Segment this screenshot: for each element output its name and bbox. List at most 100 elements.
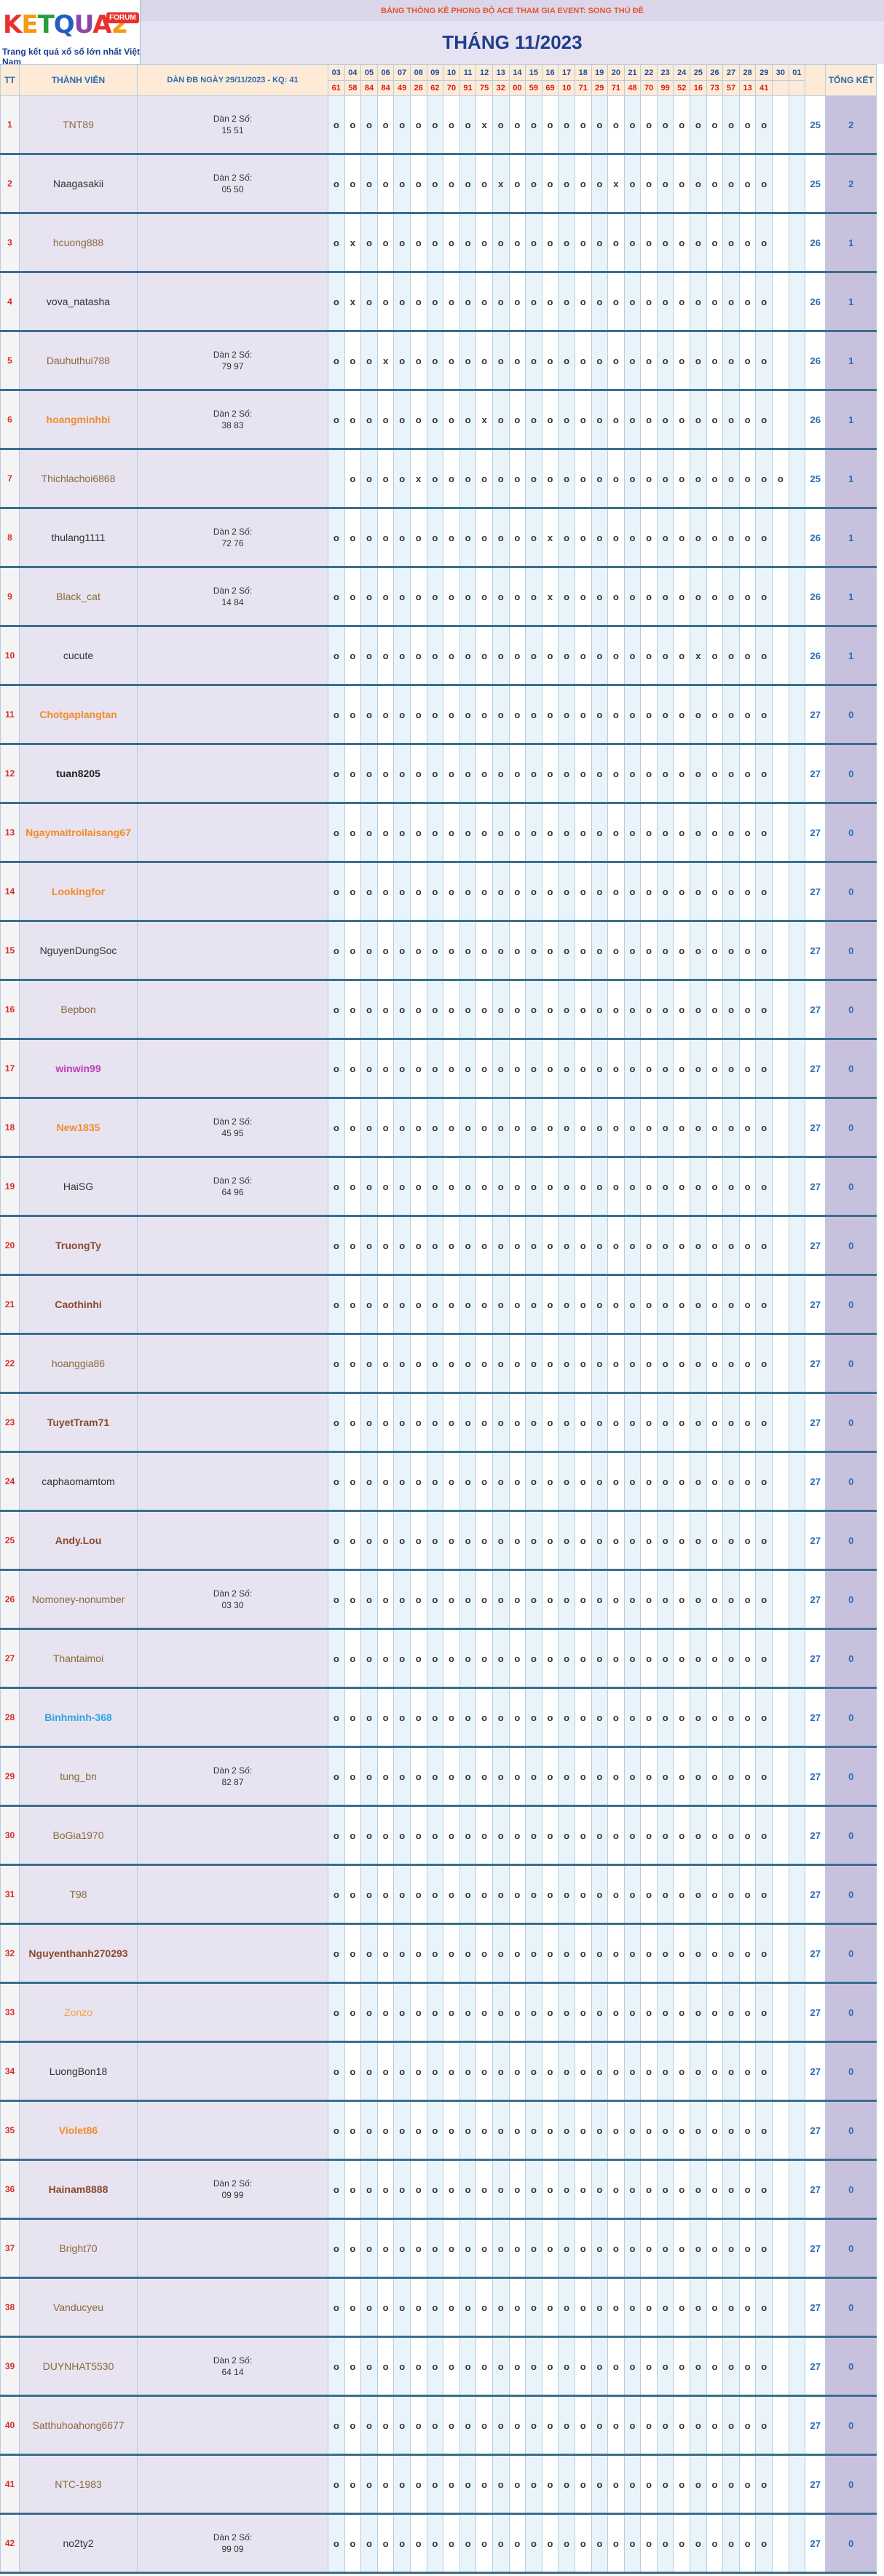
member-name[interactable]: cucute: [19, 626, 138, 686]
day-mark-cell: o: [738, 1687, 757, 1748]
day-mark-cell: o: [755, 1746, 773, 1807]
day-mark-cell: o: [623, 2336, 642, 2397]
day-mark-cell: o: [360, 1687, 378, 1748]
day-mark-cell: o: [673, 1216, 691, 1276]
day-mark-cell: o: [393, 2159, 411, 2220]
day-mark-cell: o: [673, 1746, 691, 1807]
day-mark-cell: o: [574, 213, 592, 273]
day-mark-cell: o: [459, 2395, 477, 2456]
day-header: 24: [673, 64, 691, 81]
member-name[interactable]: DUYNHAT5530: [19, 2336, 138, 2397]
member-name[interactable]: Vanducyeu: [19, 2277, 138, 2338]
day-mark-cell: o: [376, 1628, 395, 1689]
member-name[interactable]: Zonzo: [19, 1982, 138, 2043]
day-mark-cell: o: [607, 449, 625, 509]
day-mark-cell: o: [525, 921, 542, 981]
member-name[interactable]: caphaomamtom: [19, 1452, 138, 1512]
member-name[interactable]: NguyenDungSoc: [19, 921, 138, 981]
day-mark-cell: o: [706, 2454, 724, 2515]
day-mark-cell: o: [328, 921, 345, 981]
member-name[interactable]: HaiSG: [19, 1157, 138, 1217]
dan-cell: [137, 449, 328, 509]
dan-cell: Dàn 2 Số: 99 09: [137, 2513, 328, 2574]
day-mark-cell: o: [738, 803, 757, 863]
day-mark-cell: o: [409, 744, 427, 804]
day-mark-cell: o: [344, 1864, 362, 1925]
member-name[interactable]: Ngaymaitroilaisang67: [19, 803, 138, 863]
member-name[interactable]: vova_natasha: [19, 272, 138, 332]
day-mark-cell: o: [623, 803, 642, 863]
day-mark-cell: o: [722, 154, 740, 214]
member-name[interactable]: LuongBon18: [19, 2041, 138, 2102]
member-name[interactable]: NTC-1983: [19, 2454, 138, 2515]
day-mark-cell: o: [525, 1628, 542, 1689]
member-name[interactable]: TNT89: [19, 95, 138, 155]
dan-numbers: 05 50: [221, 184, 244, 194]
member-name[interactable]: Naagasakii: [19, 154, 138, 214]
member-name[interactable]: Thantaimoi: [19, 1628, 138, 1689]
logo-letter: T: [37, 10, 55, 39]
day-mark-cell: o: [344, 154, 362, 214]
member-name[interactable]: winwin99: [19, 1039, 138, 1099]
member-name[interactable]: Black_cat: [19, 567, 138, 627]
member-name[interactable]: Binhminh-368: [19, 1687, 138, 1748]
site-logo[interactable]: KETQUA2 FORUM Trang kết quả xổ số lớn nh…: [0, 0, 141, 67]
hit-count: 27: [805, 1510, 826, 1571]
day-header: 18: [574, 64, 592, 81]
day-mark-cell: o: [508, 213, 526, 273]
day-mark-cell: o: [443, 331, 460, 391]
day-mark-cell: o: [328, 1864, 345, 1925]
day-mark-cell: o: [755, 1098, 773, 1158]
member-name[interactable]: Dauhuthui788: [19, 331, 138, 391]
member-name[interactable]: Satthuhoahong6677: [19, 2395, 138, 2456]
hit-count: 27: [805, 2100, 826, 2161]
member-name[interactable]: hoanggia86: [19, 1334, 138, 1394]
day-mark-cell: o: [673, 2277, 691, 2338]
day-mark-cell: o: [722, 272, 740, 332]
day-mark-cell: o: [344, 508, 362, 568]
member-name[interactable]: Violet86: [19, 2100, 138, 2161]
table-row: 14 Lookingfor o o o o o o o o o o o o o o o o o o o o o o o o o o o 2…: [0, 862, 877, 922]
member-name[interactable]: Andy.Lou: [19, 1510, 138, 1571]
result-header: [788, 80, 806, 96]
day-mark-cell: o: [393, 1157, 411, 1217]
member-name[interactable]: Nomoney-nonumber: [19, 1569, 138, 1630]
day-mark-cell: o: [591, 1334, 609, 1394]
day-mark-cell: o: [574, 95, 592, 155]
day-mark-cell: o: [328, 1569, 345, 1630]
hit-count: 27: [805, 1098, 826, 1158]
day-mark-cell: o: [738, 331, 757, 391]
day-mark-cell: o: [706, 2513, 724, 2574]
member-name[interactable]: tung_bn: [19, 1746, 138, 1807]
day-mark-cell: o: [344, 1510, 362, 1571]
member-name[interactable]: Nguyenthanh270293: [19, 1923, 138, 1984]
day-mark-cell: o: [640, 95, 658, 155]
member-name[interactable]: Caothinhi: [19, 1275, 138, 1335]
member-name[interactable]: hoangminhbi: [19, 390, 138, 450]
member-name[interactable]: TuyetTram71: [19, 1393, 138, 1453]
day-mark-cell: o: [360, 1216, 378, 1276]
member-name[interactable]: New1835: [19, 1098, 138, 1158]
day-mark-cell: o: [393, 1569, 411, 1630]
member-name[interactable]: Hainam8888: [19, 2159, 138, 2220]
day-mark-cell: o: [409, 1923, 427, 1984]
member-name[interactable]: TruongTy: [19, 1216, 138, 1276]
day-mark-cell: o: [706, 2159, 724, 2220]
member-name[interactable]: Lookingfor: [19, 862, 138, 922]
day-mark-cell: o: [328, 2159, 345, 2220]
member-name[interactable]: T98: [19, 1864, 138, 1925]
member-name[interactable]: no2ty2: [19, 2513, 138, 2574]
member-name[interactable]: hcuong888: [19, 213, 138, 273]
member-name[interactable]: Bright70: [19, 2218, 138, 2279]
day-mark-cell: o: [706, 567, 724, 627]
member-name[interactable]: BoGia1970: [19, 1805, 138, 1866]
member-name[interactable]: Thichlachoi6868: [19, 449, 138, 509]
table-row: 16 Bepbon o o o o o o o o o o o o o o o o o o o o o o o o o o o 27 0: [0, 980, 877, 1040]
day-mark-cell: o: [558, 2395, 575, 2456]
member-name[interactable]: thulang1111: [19, 508, 138, 568]
member-name[interactable]: Chotgaplangtan: [19, 685, 138, 745]
day-mark-cell: o: [525, 2159, 542, 2220]
member-name[interactable]: tuan8205: [19, 744, 138, 804]
member-name[interactable]: Bepbon: [19, 980, 138, 1040]
total-score: 1: [825, 213, 877, 273]
